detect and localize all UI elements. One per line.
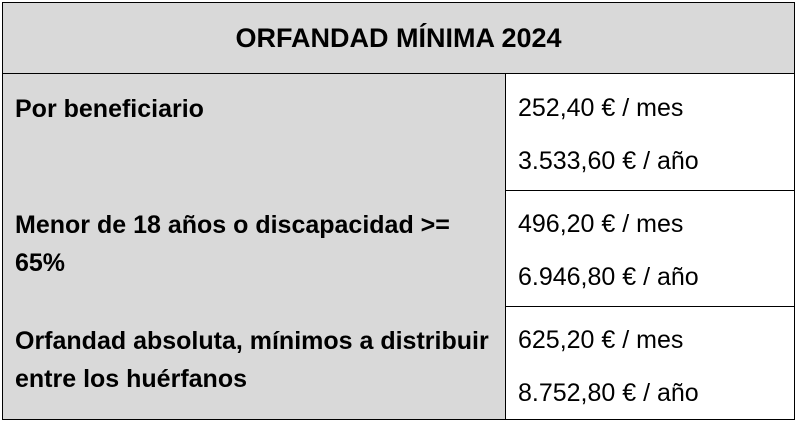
row-label: Menor de 18 años o discapacidad >= 65% <box>3 190 506 306</box>
row-label: Orfandad absoluta, mínimos a distribuir … <box>3 306 506 419</box>
yearly-amount: 8.752,80 € / año <box>518 379 699 407</box>
row-values: 496,20 € / mes 6.946,80 € / año <box>506 190 794 306</box>
row-values: 252,40 € / mes 3.533,60 € / año <box>506 74 794 190</box>
yearly-amount: 3.533,60 € / año <box>518 147 699 175</box>
yearly-amount: 6.946,80 € / año <box>518 263 699 291</box>
row-values: 625,20 € / mes 8.752,80 € / año <box>506 306 794 419</box>
table-row: Por beneficiario 252,40 € / mes 3.533,60… <box>3 74 794 191</box>
monthly-amount: 496,20 € / mes <box>518 210 684 238</box>
monthly-amount: 625,20 € / mes <box>518 326 684 354</box>
table-row: Orfandad absoluta, mínimos a distribuir … <box>3 306 794 419</box>
table-title: ORFANDAD MÍNIMA 2024 <box>3 3 794 74</box>
monthly-amount: 252,40 € / mes <box>518 94 684 122</box>
table: ORFANDAD MÍNIMA 2024 Por beneficiario 25… <box>2 2 795 420</box>
table-row: Menor de 18 años o discapacidad >= 65% 4… <box>3 190 794 307</box>
row-label: Por beneficiario <box>3 74 506 190</box>
